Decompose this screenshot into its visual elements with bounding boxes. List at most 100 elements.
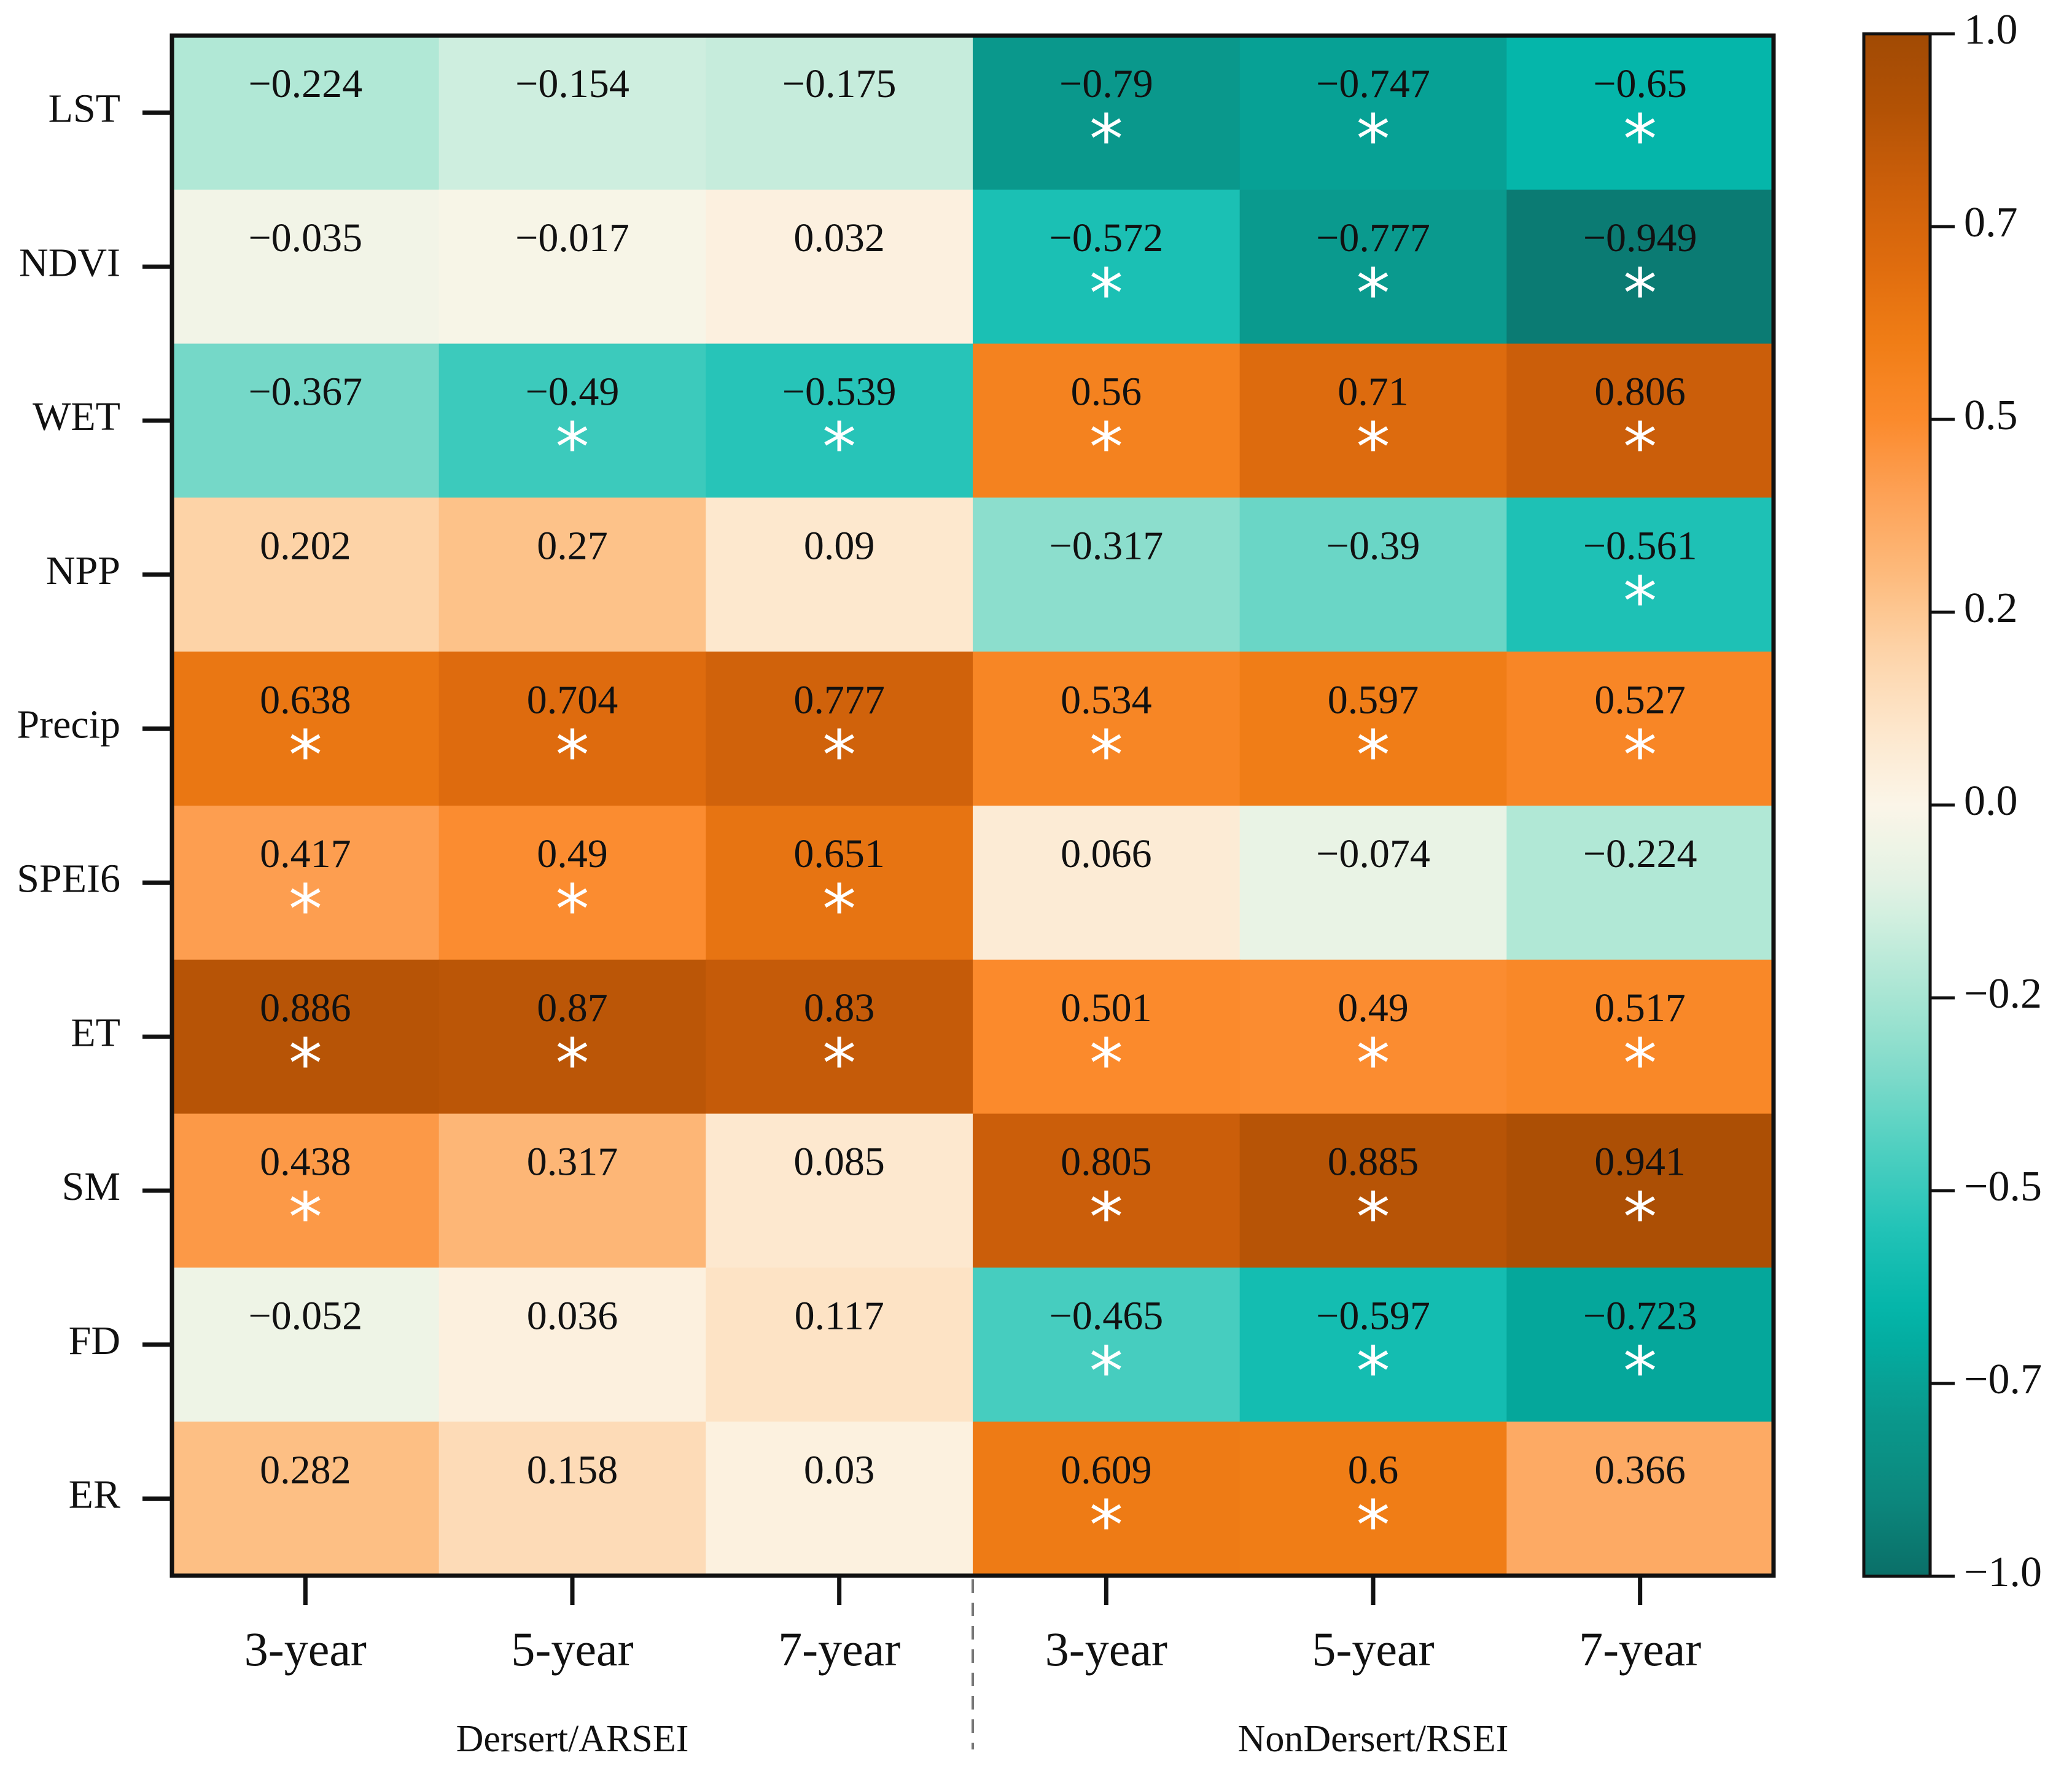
cell-value-label: 0.27 (537, 524, 608, 569)
y-tick-label: ET (71, 1010, 120, 1055)
heatmap-cell (706, 959, 974, 1115)
y-tick-label: LST (49, 87, 120, 131)
cell-value-label: −0.175 (782, 61, 897, 106)
cell-value-label: 0.941 (1594, 1140, 1686, 1185)
heatmap-cell (172, 1422, 440, 1576)
heatmap-cell (438, 1113, 707, 1269)
cell-value-label: 0.534 (1061, 677, 1152, 722)
cell-value-label: 0.87 (537, 986, 608, 1030)
cell-value-label: −0.539 (782, 370, 897, 414)
heatmap-frame (169, 33, 1776, 1578)
column-group-labels: Dersert/ARSEI NonDersert/RSEI (456, 1718, 1509, 1760)
x-axis: 3-year 5-year 7-year 3-year 5-year 7-year (244, 1576, 1701, 1676)
heatmap-cell (172, 36, 440, 190)
significance-marker: * (1623, 408, 1657, 487)
significance-marker: * (1357, 254, 1390, 333)
cell-value-label: 0.56 (1071, 370, 1142, 414)
cell-value-label: 0.6 (1348, 1447, 1399, 1492)
heatmap-cell (1239, 1113, 1508, 1269)
cell-value-label: 0.282 (260, 1447, 351, 1492)
x-tick-label: 7-year (1579, 1622, 1701, 1676)
significance-marker: * (1623, 1332, 1657, 1410)
cell-value-label: 0.117 (795, 1294, 884, 1339)
cell-value-label: 0.317 (527, 1140, 618, 1185)
significance-marker: * (1623, 254, 1657, 333)
colorbar-tick-label: −0.7 (1964, 1356, 2042, 1403)
significance-marker: * (1357, 408, 1390, 487)
heatmap-cell (706, 1422, 974, 1576)
colorbar (1862, 32, 1932, 1578)
cell-value-label: −0.949 (1583, 216, 1697, 260)
column-group-label: Dersert/ARSEI (456, 1718, 689, 1760)
significance-marker: * (289, 1024, 322, 1103)
cell-value-label: −0.052 (248, 1294, 362, 1339)
heatmap-cell (1506, 652, 1775, 806)
cell-value-label: −0.561 (1583, 524, 1697, 569)
cell-value-label: −0.65 (1593, 61, 1687, 106)
cell-value-label: 0.777 (793, 677, 885, 722)
heatmap-cells: −0.224 −0.154 −0.175 −0.79*−0.747*−0.65*−0.… (172, 36, 1775, 1576)
heatmap-cell (706, 497, 974, 653)
significance-marker: * (1089, 100, 1123, 179)
heatmap-cell (973, 959, 1240, 1115)
cell-value-label: 0.805 (1061, 1140, 1152, 1185)
cell-value-label: −0.597 (1316, 1294, 1430, 1339)
significance-marker: * (1357, 1178, 1390, 1257)
cell-value-label: 0.438 (260, 1140, 351, 1185)
significance-marker: * (556, 408, 590, 487)
significance-marker: * (1357, 1486, 1390, 1565)
cell-value-label: 0.066 (1061, 831, 1152, 876)
heatmap-cell (1506, 1113, 1775, 1269)
significance-marker: * (1623, 1024, 1657, 1103)
heatmap-cell (706, 1113, 974, 1269)
cell-value-label: −0.572 (1049, 216, 1163, 260)
significance-marker: * (1357, 1332, 1390, 1410)
cell-value-label: −0.39 (1326, 524, 1420, 569)
significance-marker: * (556, 1024, 590, 1103)
heatmap-cell (973, 343, 1240, 499)
cell-value-label: 0.885 (1328, 1140, 1419, 1185)
x-tick-label: 7-year (778, 1622, 900, 1676)
column-group-label: NonDersert/RSEI (1238, 1718, 1509, 1760)
colorbar-ticks: 1.0 0.7 0.5 0.2 0.0 −0.2 −0.5 −0.7 −1.0 (1930, 6, 2042, 1596)
heatmap-cell (438, 497, 707, 653)
cell-value-label: −0.777 (1316, 216, 1430, 260)
heatmap-cell (1239, 343, 1508, 499)
heatmap-cell (1506, 36, 1775, 190)
y-tick-label: NDVI (19, 240, 120, 285)
heatmap-cell (172, 1267, 440, 1423)
significance-marker: * (1357, 100, 1390, 179)
cell-value-label: 0.651 (793, 831, 885, 876)
significance-marker: * (1089, 1024, 1123, 1103)
significance-marker: * (289, 1178, 322, 1257)
significance-marker: * (822, 1024, 856, 1103)
significance-marker: * (1623, 716, 1657, 795)
cell-value-label: 0.83 (804, 986, 875, 1030)
cell-value-label: 0.806 (1594, 370, 1686, 414)
heatmap-cell (172, 189, 440, 344)
x-tick-label: 3-year (244, 1622, 367, 1676)
y-tick-label: SPEI6 (17, 857, 120, 901)
y-tick-label: WET (33, 394, 120, 439)
y-tick-label: FD (69, 1318, 120, 1363)
cell-value-label: −0.317 (1049, 524, 1163, 569)
y-tick-label: ER (69, 1472, 120, 1517)
significance-marker: * (1089, 254, 1123, 333)
significance-marker: * (822, 716, 856, 795)
heatmap-cell (1239, 1422, 1508, 1576)
significance-marker: * (1089, 1178, 1123, 1257)
significance-marker: * (1089, 716, 1123, 795)
cell-value-label: −0.224 (1583, 831, 1697, 876)
cell-value-label: 0.71 (1338, 370, 1409, 414)
colorbar-tick-label: −1.0 (1964, 1549, 2042, 1596)
heatmap-cell (706, 343, 974, 499)
cell-value-label: −0.723 (1583, 1294, 1697, 1339)
heatmap-cell (438, 189, 707, 344)
heatmap-cell (1239, 959, 1508, 1115)
heatmap-cell (706, 36, 974, 190)
heatmap-cell (1239, 806, 1508, 960)
significance-marker: * (1357, 1024, 1390, 1103)
significance-marker: * (1623, 1178, 1657, 1257)
heatmap-cell (1239, 1267, 1508, 1423)
heatmap-cell (438, 1422, 707, 1576)
